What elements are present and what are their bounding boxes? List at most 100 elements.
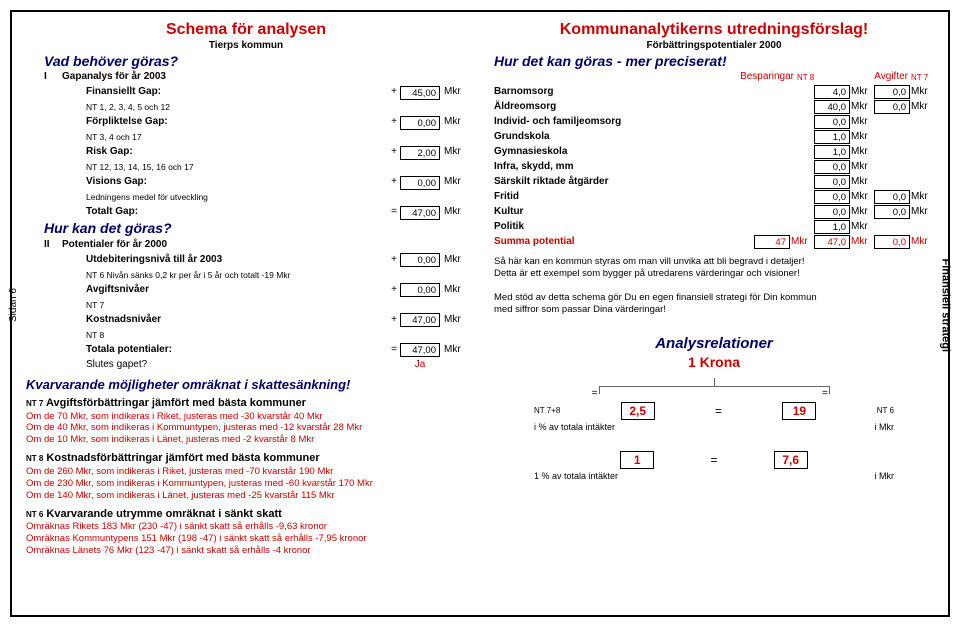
- right-value-1: 1,0: [814, 145, 850, 159]
- roman-1: I: [44, 71, 62, 84]
- right-value-1: 0,0: [814, 115, 850, 129]
- kvar-heading: Kvarvarande möjligheter omräknat i skatt…: [26, 377, 466, 393]
- note-line: NT 7: [26, 298, 466, 313]
- right-unit-3: Mkr: [908, 101, 934, 114]
- value-box: 0,00: [400, 283, 440, 297]
- row-unit: Mkr: [440, 86, 466, 99]
- rel2-b: 7,6: [774, 451, 808, 469]
- rel2-capR: i Mkr: [875, 471, 895, 482]
- analysrelationer-heading: Analysrelationer: [494, 335, 934, 354]
- info-paragraph: Med stöd av detta schema gör Du en egen …: [494, 292, 934, 304]
- besparingar-nt: NT 8: [794, 73, 820, 83]
- row-label: Finansiellt Gap:: [86, 86, 388, 99]
- row-label: Avgiftsnivåer: [86, 284, 388, 297]
- row-sign: +: [388, 146, 400, 159]
- rel1-eq: =: [715, 404, 722, 419]
- right-value-1: 0,0: [814, 175, 850, 189]
- right-unit-1: Mkr: [848, 161, 874, 174]
- right-q1: Hur det kan göras - mer preciserat!: [494, 53, 934, 71]
- note-line: Ledningens medel för utveckling: [26, 190, 466, 205]
- right-row-label: Särskilt riktade åtgärder: [494, 176, 754, 189]
- right-unit-1: Mkr: [848, 146, 874, 159]
- value-box: 45,00: [400, 86, 440, 100]
- right-unit-1: Mkr: [848, 221, 874, 234]
- note-line: NT 1, 2, 3, 4, 5 och 12: [26, 100, 466, 115]
- row-unit: Mkr: [440, 314, 466, 327]
- right-value-3: 0,0: [874, 205, 910, 219]
- row-label: Visions Gap:: [86, 176, 388, 189]
- red-note: Omräknas Kommuntypens 151 Mkr (198 -47) …: [26, 533, 466, 545]
- avgifter-nt: NT 7: [908, 73, 934, 83]
- rel1-a: 2,5: [621, 402, 655, 420]
- red-note: Om de 260 Mkr, som indikeras i Riket, ju…: [26, 466, 466, 478]
- right-unit-1: Mkr: [848, 191, 874, 204]
- besparingar-label: Besparingar: [734, 71, 794, 84]
- nt6-head: Kvarvarande utrymme omräknat i sänkt ska…: [46, 508, 281, 520]
- rel1-capR: i Mkr: [875, 422, 895, 433]
- roman-2: II: [44, 239, 62, 252]
- right-row-label: Individ- och familjeomsorg: [494, 116, 754, 129]
- right-value-1: 1,0: [814, 220, 850, 234]
- row-unit: Mkr: [440, 284, 466, 297]
- right-row-label: Barnomsorg: [494, 86, 754, 99]
- red-note: Om de 40 Mkr, som indikeras i Kommuntype…: [26, 422, 466, 434]
- right-unit-1: Mkr: [848, 206, 874, 219]
- nt7-head: Avgiftsförbättringar jämfört med bästa k…: [46, 397, 306, 409]
- rel2-a: 1: [620, 451, 654, 469]
- row-unit: Mkr: [440, 344, 466, 357]
- note-line: NT 8: [26, 328, 466, 343]
- right-value-1: 0,0: [814, 190, 850, 204]
- left-q2: Hur kan det göras?: [26, 220, 466, 238]
- info-paragraph: [494, 280, 934, 292]
- row-sign: +: [388, 254, 400, 267]
- value-box: 47,00: [400, 313, 440, 327]
- red-note: Om de 10 Mkr, som indikeras i Länet, jus…: [26, 434, 466, 446]
- rel2-capL: 1 % av totala intäkter: [534, 471, 618, 482]
- row-label: Utdebiteringsnivå till år 2003: [86, 254, 388, 267]
- right-unit-3: Mkr: [908, 86, 934, 99]
- left-title: Schema för analysen: [26, 20, 466, 40]
- value-box: 0,00: [400, 176, 440, 190]
- row-sign: =: [388, 344, 400, 357]
- nt8-head: Kostnadsförbättringar jämfört med bästa …: [46, 452, 319, 464]
- rel1-b: 19: [782, 402, 816, 420]
- right-unit-1: Mkr: [848, 86, 874, 99]
- krona-label: 1 Krona: [534, 354, 894, 372]
- red-note: Om de 70 Mkr, som indikeras i Riket, jus…: [26, 411, 466, 423]
- nt7-pre: NT 7: [26, 399, 43, 408]
- avgifter-label: Avgifter: [864, 71, 908, 84]
- closes-value: Ja: [400, 359, 440, 372]
- closes-label: Slutes gapet?: [86, 359, 388, 372]
- right-row-label: Grundskola: [494, 131, 754, 144]
- row-label: Kostnadsnivåer: [86, 314, 388, 327]
- row-sign: +: [388, 86, 400, 99]
- right-title: Kommunanalytikerns utredningsförslag!: [494, 20, 934, 40]
- section2-title: Potentialer för år 2000: [62, 239, 167, 252]
- info-paragraph: med siffror som passar Dina värderingar!: [494, 304, 934, 316]
- right-value-1: 0,0: [814, 160, 850, 174]
- row-unit: Mkr: [440, 206, 466, 219]
- value-box: 0,00: [400, 253, 440, 267]
- info-paragraph: Detta är ett exempel som bygger på utred…: [494, 268, 934, 280]
- sum-label: Summa potential: [494, 236, 754, 249]
- value-box: 47,00: [400, 206, 440, 220]
- left-subtitle: Tierps kommun: [26, 40, 466, 53]
- red-note: Omräknas Rikets 183 Mkr (230 -47) i sänk…: [26, 521, 466, 533]
- info-paragraph: Så här kan en kommun styras om man vill …: [494, 256, 934, 268]
- page-label-right: Finansiell strategi: [938, 258, 952, 352]
- right-unit-3: Mkr: [908, 191, 934, 204]
- right-row-label: Politik: [494, 221, 754, 234]
- sum-v3: 0,0: [874, 235, 910, 249]
- note-line: NT 3, 4 och 17: [26, 130, 466, 145]
- row-unit: Mkr: [440, 116, 466, 129]
- right-row-label: Kultur: [494, 206, 754, 219]
- value-box: 47,00: [400, 343, 440, 357]
- right-value-1: 1,0: [814, 130, 850, 144]
- row-sign: +: [388, 314, 400, 327]
- section1-title: Gapanalys för år 2003: [62, 71, 166, 84]
- row-sign: +: [388, 116, 400, 129]
- row-label: Förpliktelse Gap:: [86, 116, 388, 129]
- row-label: Totala potentialer:: [86, 344, 388, 357]
- right-unit-1: Mkr: [848, 101, 874, 114]
- right-unit-3: Mkr: [908, 206, 934, 219]
